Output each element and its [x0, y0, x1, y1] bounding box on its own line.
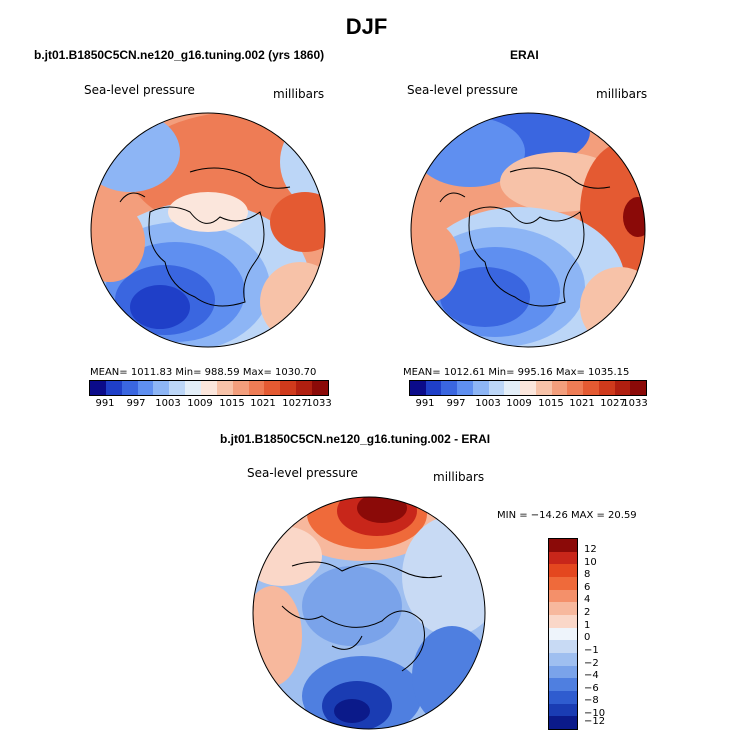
colorbar-swatch: [296, 381, 313, 395]
colorbar-swatch: [472, 381, 489, 395]
colorbar-swatch: [549, 615, 577, 628]
colorbar-swatch: [549, 691, 577, 704]
colorbar-tick: 1015: [219, 398, 245, 409]
colorbar-swatch: [535, 381, 552, 395]
colorbar-tick: 1003: [155, 398, 181, 409]
colorbar-tick: 2: [584, 607, 591, 618]
polar-map-model: [90, 112, 326, 348]
panel-title-model: b.jt01.B1850C5CN.ne120_g16.tuning.002 (y…: [34, 48, 325, 62]
colorbar-swatch: [549, 577, 577, 590]
colorbar-tick: 997: [446, 398, 466, 409]
colorbar-tick: 12: [584, 544, 597, 555]
variable-label-model: Sea-level pressure: [84, 83, 195, 97]
colorbar-model: [89, 380, 329, 396]
colorbar-swatch: [216, 381, 233, 395]
colorbar-tick: −6: [584, 683, 599, 694]
colorbar-tick: 0: [584, 632, 591, 643]
colorbar-tick: −1: [584, 645, 599, 656]
colorbar-swatch: [312, 381, 328, 395]
colorbar-swatch: [201, 381, 217, 395]
units-label-diff: millibars: [433, 470, 485, 484]
colorbar-tick: 1033: [306, 398, 332, 409]
colorbar-tick: 4: [584, 594, 591, 605]
colorbar-swatch: [441, 381, 458, 395]
colorbar-tick: 1027: [282, 398, 308, 409]
colorbar-swatch: [549, 551, 577, 565]
colorbar-tick: 8: [584, 569, 591, 580]
colorbar-swatch: [169, 381, 186, 395]
colorbar-swatch: [549, 640, 577, 654]
colorbar-swatch: [185, 381, 202, 395]
colorbar-tick: 1021: [250, 398, 276, 409]
colorbar-tick: 1015: [538, 398, 564, 409]
colorbar-swatch: [583, 381, 599, 395]
colorbar-swatch: [232, 381, 249, 395]
stats-erai: MEAN= 1012.61 Min= 995.16 Max= 1035.15: [403, 367, 630, 378]
colorbar-swatch: [598, 381, 615, 395]
colorbar-swatch: [488, 381, 505, 395]
colorbar-tick: 1: [584, 620, 591, 631]
colorbar-swatch: [549, 627, 577, 641]
units-label-erai: millibars: [596, 87, 648, 101]
colorbar-tick: 991: [95, 398, 115, 409]
colorbar-swatch: [549, 716, 577, 730]
colorbar-swatch: [137, 381, 154, 395]
polar-map-erai: [410, 112, 646, 348]
colorbar-swatch: [410, 381, 426, 395]
colorbar-swatch: [614, 381, 631, 395]
polar-map-diff: [252, 496, 486, 730]
colorbar-swatch: [90, 381, 106, 395]
colorbar-tick: −8: [584, 695, 599, 706]
colorbar-tick: 10: [584, 557, 597, 568]
colorbar-tick: 1003: [475, 398, 501, 409]
panel-title-diff: b.jt01.B1850C5CN.ne120_g16.tuning.002 - …: [220, 432, 491, 446]
colorbar-swatch: [549, 703, 577, 717]
colorbar-tick: 1027: [600, 398, 626, 409]
colorbar-tick: 1021: [569, 398, 595, 409]
colorbar-ticks-diff: 12 10 8 6 4 2 1 0 −1 −2 −4 −6 −8 −10 −12: [584, 538, 624, 730]
colorbar-tick: 1009: [187, 398, 213, 409]
colorbar-swatch: [280, 381, 297, 395]
colorbar-ticks-erai: 991 997 1003 1009 1015 1021 1027 1033: [409, 398, 648, 412]
colorbar-ticks-model: 991 997 1003 1009 1015 1021 1027 1033: [89, 398, 331, 412]
colorbar-swatch: [549, 539, 577, 552]
colorbar-swatch: [105, 381, 122, 395]
colorbar-tick: −10: [584, 708, 606, 719]
units-label-model: millibars: [273, 87, 325, 101]
colorbar-diff: [548, 538, 578, 730]
figure-title: DJF: [345, 14, 388, 39]
colorbar-tick: −12: [584, 716, 606, 727]
colorbar-swatch: [549, 564, 577, 578]
colorbar-swatch: [264, 381, 281, 395]
colorbar-erai: [409, 380, 647, 396]
colorbar-tick: 6: [584, 582, 591, 593]
colorbar-tick: 1009: [506, 398, 532, 409]
variable-label-erai: Sea-level pressure: [407, 83, 518, 97]
colorbar-tick: −2: [584, 658, 599, 669]
colorbar-swatch: [567, 381, 584, 395]
variable-label-diff: Sea-level pressure: [247, 466, 358, 480]
colorbar-swatch: [153, 381, 170, 395]
colorbar-swatch: [549, 653, 577, 666]
colorbar-tick: 1033: [622, 398, 648, 409]
colorbar-swatch: [549, 589, 577, 603]
colorbar-swatch: [549, 665, 577, 679]
stats-model: MEAN= 1011.83 Min= 988.59 Max= 1030.70: [90, 367, 317, 378]
colorbar-swatch: [549, 602, 577, 616]
colorbar-swatch: [549, 678, 577, 692]
colorbar-swatch: [504, 381, 521, 395]
colorbar-swatch: [520, 381, 536, 395]
colorbar-tick: 997: [126, 398, 146, 409]
colorbar-swatch: [425, 381, 442, 395]
colorbar-swatch: [630, 381, 647, 395]
colorbar-swatch: [457, 381, 473, 395]
colorbar-tick: 991: [415, 398, 435, 409]
panel-title-erai: ERAI: [510, 48, 539, 62]
colorbar-swatch: [551, 381, 568, 395]
colorbar-swatch: [121, 381, 138, 395]
colorbar-swatch: [248, 381, 265, 395]
colorbar-tick: −4: [584, 670, 599, 681]
stats-diff: MIN = −14.26 MAX = 20.59: [497, 510, 637, 521]
